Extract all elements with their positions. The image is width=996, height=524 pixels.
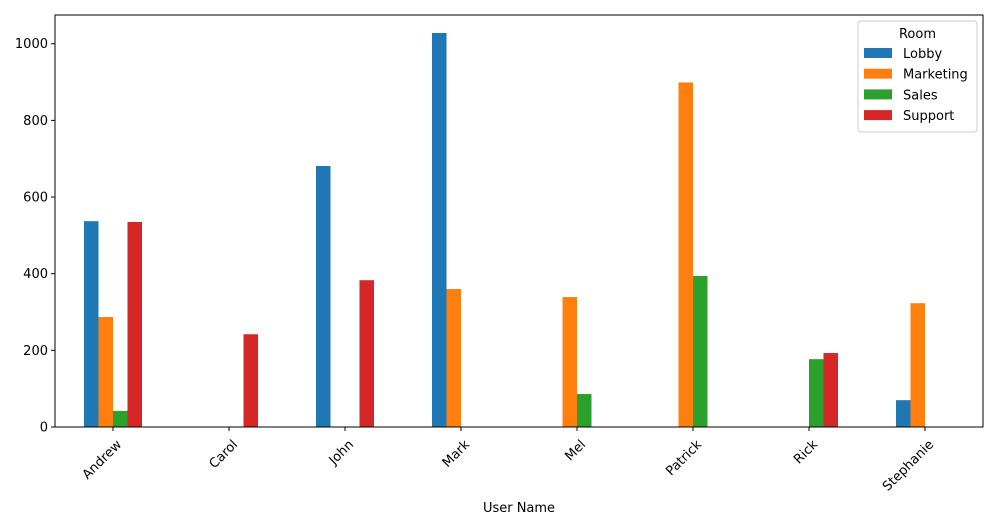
bars-group bbox=[84, 33, 925, 427]
plot-area bbox=[55, 15, 983, 427]
y-tick-label: 800 bbox=[23, 114, 48, 129]
x-axis-label: User Name bbox=[483, 501, 555, 516]
bar-lobby-john bbox=[316, 166, 331, 427]
bar-lobby-stephanie bbox=[896, 400, 911, 427]
legend-label-support: Support bbox=[903, 109, 954, 124]
legend-title: Room bbox=[899, 27, 936, 42]
bar-sales-andrew bbox=[113, 410, 128, 427]
bar-support-andrew bbox=[127, 221, 142, 427]
legend: Room Lobby Marketing Sales Support bbox=[857, 20, 978, 133]
legend-swatch-sales bbox=[864, 89, 892, 100]
bar-sales-mel bbox=[577, 394, 592, 427]
x-tick-label: Andrew bbox=[80, 437, 126, 483]
x-tick-label: Rick bbox=[791, 437, 821, 467]
bar-sales-patrick bbox=[693, 276, 708, 427]
y-axis: 0 200 400 600 800 1000 bbox=[15, 37, 55, 436]
y-tick-label: 200 bbox=[23, 344, 48, 359]
bar-marketing-andrew bbox=[98, 317, 113, 427]
legend-label-sales: Sales bbox=[903, 88, 938, 103]
x-tick-label: Carol bbox=[207, 437, 241, 471]
legend-swatch-marketing bbox=[864, 68, 892, 79]
legend-swatch-lobby bbox=[864, 48, 892, 58]
bar-marketing-stephanie bbox=[910, 303, 925, 427]
bar-lobby-mark bbox=[432, 33, 447, 427]
bar-marketing-mark bbox=[446, 289, 461, 427]
x-tick-label: Stephanie bbox=[880, 437, 937, 494]
bar-support-rick bbox=[823, 353, 838, 427]
bar-marketing-mel bbox=[562, 297, 577, 427]
x-axis: Andrew Carol John Mark Mel Patrick Rick Stephan… bbox=[80, 427, 937, 494]
bar-lobby-andrew bbox=[84, 221, 99, 427]
x-tick-label: Mel bbox=[562, 437, 589, 464]
y-tick-label: 0 bbox=[40, 421, 48, 436]
bar-sales-rick bbox=[809, 359, 824, 427]
y-tick-label: 1000 bbox=[15, 37, 48, 52]
y-tick-label: 400 bbox=[23, 267, 48, 282]
bar-support-john bbox=[359, 280, 374, 427]
legend-label-lobby: Lobby bbox=[903, 47, 942, 62]
legend-label-marketing: Marketing bbox=[903, 68, 968, 83]
legend-swatch-support bbox=[864, 110, 892, 121]
bar-support-carol bbox=[243, 334, 258, 427]
x-tick-label: Patrick bbox=[663, 437, 705, 479]
plot-frame bbox=[54, 14, 984, 428]
x-tick-label: John bbox=[326, 437, 357, 468]
x-tick-label: Mark bbox=[440, 437, 474, 471]
bar-marketing-patrick bbox=[678, 82, 693, 427]
y-tick-label: 600 bbox=[23, 191, 48, 206]
